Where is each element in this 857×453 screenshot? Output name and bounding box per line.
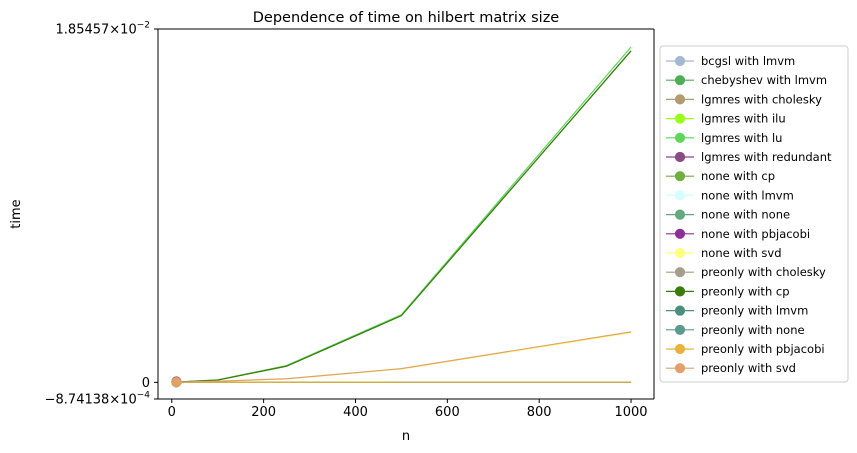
legend-label: bcgsl with lmvm xyxy=(701,54,795,68)
legend-marker xyxy=(674,171,686,182)
chart-title: Dependence of time on hilbert matrix siz… xyxy=(253,10,560,26)
x-ticks: 0 200 400 600 800 1000 xyxy=(168,399,648,420)
legend-items: bcgsl with lmvm chebyshev with lmvm lgmres… xyxy=(666,54,832,375)
legend-label: lgmres with cholesky xyxy=(701,92,822,106)
legend-label: none with pbjacobi xyxy=(701,227,810,241)
legend-label: preonly with cp xyxy=(701,284,790,298)
legend-label: preonly with lmvm xyxy=(701,304,808,318)
legend-label: lgmres with lu xyxy=(701,131,782,145)
legend-label: none with svd xyxy=(701,246,782,260)
legend-marker xyxy=(674,324,686,335)
y-ticks: −8.74138×10−40 1.85457×10−2 xyxy=(45,21,158,408)
x-axis-label: n xyxy=(402,429,410,444)
x-tick-label: 800 xyxy=(527,405,552,420)
legend-marker xyxy=(674,267,686,278)
legend-frame xyxy=(659,45,849,383)
y-tick-label: −8.74138×10−4 xyxy=(45,391,151,408)
legend-marker xyxy=(674,286,686,297)
legend-label: lgmres with redundant xyxy=(701,150,832,164)
series-point xyxy=(171,377,182,388)
y-tick-label: 1.85457×10−2 xyxy=(56,21,150,38)
y-axis-label: time xyxy=(9,199,24,228)
legend-marker xyxy=(674,94,686,105)
legend-marker xyxy=(674,190,686,201)
series-line-16 xyxy=(176,331,632,383)
x-tick-label: 200 xyxy=(251,405,276,420)
x-tick-label: 400 xyxy=(343,405,368,420)
legend-marker xyxy=(674,363,686,374)
legend-marker xyxy=(674,209,686,220)
legend-label: chebyshev with lmvm xyxy=(701,73,827,87)
x-tick-label: 0 xyxy=(168,405,176,420)
legend-marker xyxy=(674,305,686,316)
legend-marker xyxy=(674,247,686,259)
legend-label: preonly with cholesky xyxy=(701,265,826,279)
legend-marker xyxy=(674,132,686,143)
legend-marker xyxy=(674,75,686,86)
legend-marker xyxy=(674,55,686,67)
x-tick-label: 600 xyxy=(435,405,460,420)
y-tick-label: 0 xyxy=(142,376,150,391)
legend-marker xyxy=(674,343,686,355)
x-tick-label: 1000 xyxy=(614,405,647,420)
series-line-12 xyxy=(176,50,632,383)
legend-label: lgmres with ilu xyxy=(701,112,786,126)
legend-label: none with lmvm xyxy=(701,188,794,202)
plot-area xyxy=(158,29,654,399)
legend-label: preonly with none xyxy=(701,323,805,337)
legend-label: preonly with pbjacobi xyxy=(701,342,825,356)
legend-label: none with none xyxy=(701,208,790,222)
legend-marker xyxy=(674,228,686,239)
plot-lines xyxy=(171,46,632,388)
axes xyxy=(157,28,655,400)
legend-marker xyxy=(674,113,686,124)
legend: bcgsl with lmvm chebyshev with lmvm lgmres… xyxy=(659,45,849,383)
legend-label: none with cp xyxy=(701,169,775,183)
legend-marker xyxy=(674,151,686,163)
legend-label: preonly with svd xyxy=(701,361,796,375)
